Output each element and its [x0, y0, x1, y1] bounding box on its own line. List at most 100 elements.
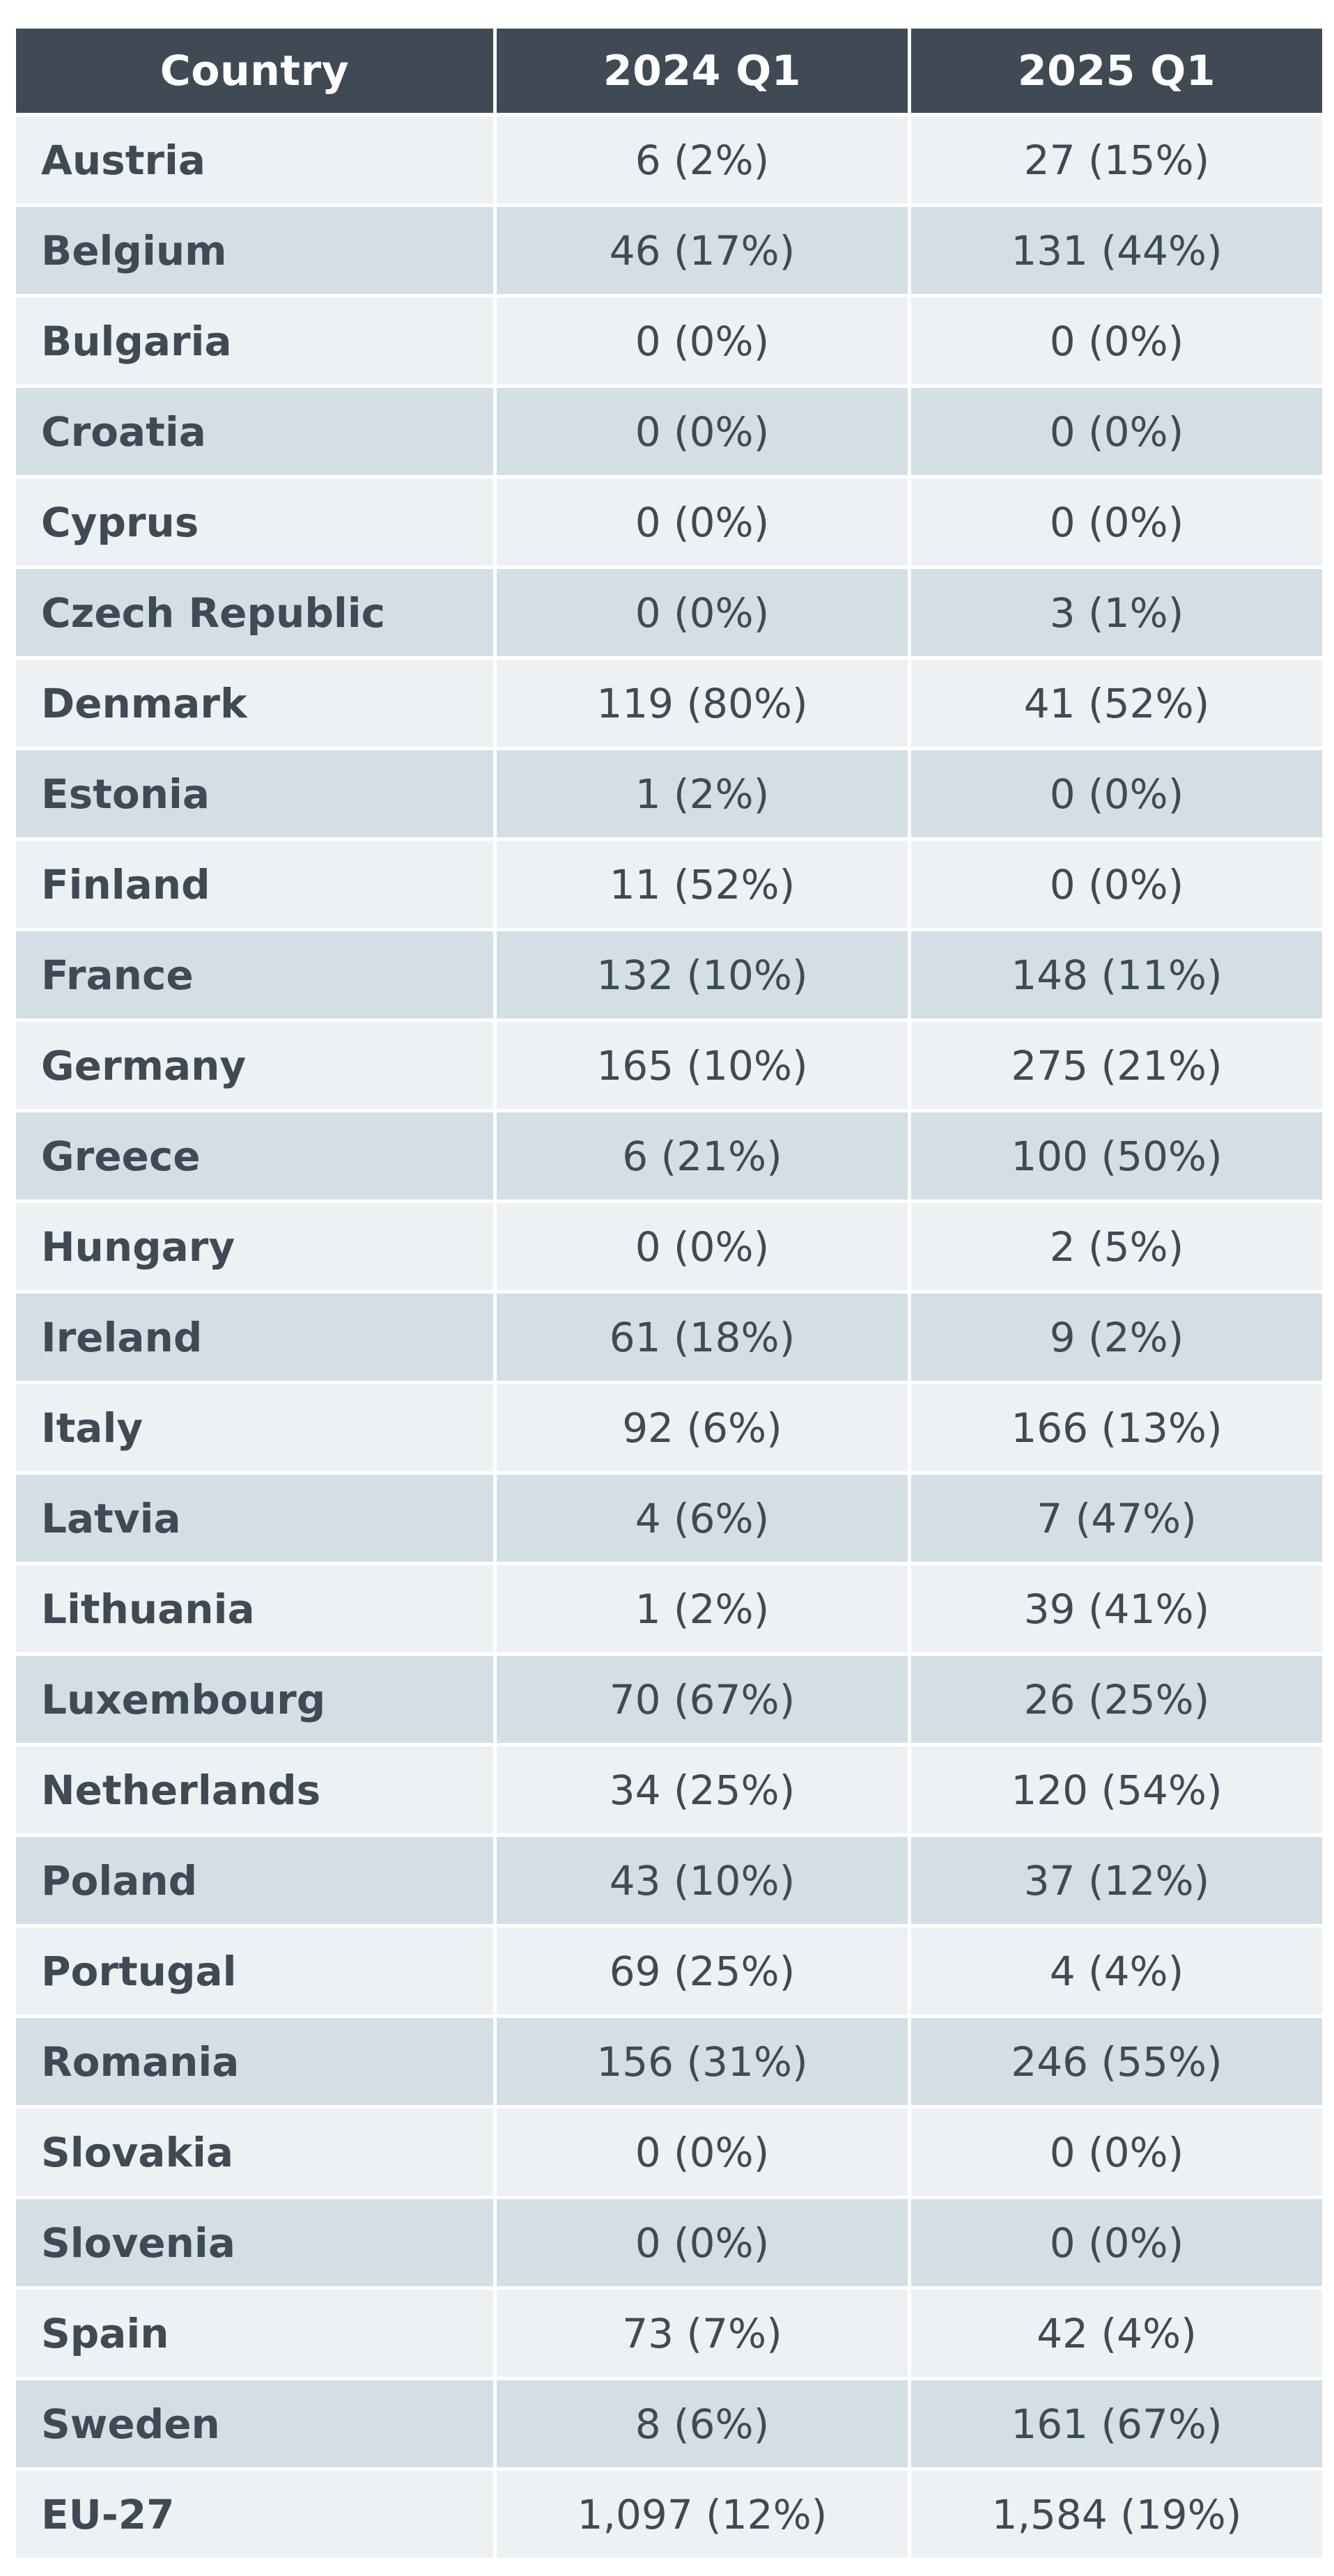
value-2024-q1-cell: 8 (6%) — [493, 2377, 911, 2471]
value-2024-q1-cell: 1,097 (12%) — [493, 2467, 911, 2561]
value-2024-q1-cell: 119 (80%) — [493, 656, 911, 750]
value-2025-q1-cell: 3 (1%) — [908, 566, 1326, 660]
table-row: Croatia 0 (0%) 0 (0%) — [13, 385, 1326, 479]
value-2025-q1-cell: 0 (0%) — [908, 2105, 1326, 2199]
value-2025-q1-cell: 148 (11%) — [908, 928, 1326, 1022]
table-row: Luxembourg 70 (67%) 26 (25%) — [13, 1652, 1326, 1746]
table-row: Ireland 61 (18%) 9 (2%) — [13, 1290, 1326, 1384]
value-2025-q1-cell: 7 (47%) — [908, 1471, 1326, 1565]
country-name-cell: France — [13, 928, 497, 1022]
value-2025-q1-cell: 166 (13%) — [908, 1381, 1326, 1475]
value-2024-q1-cell: 6 (21%) — [493, 1109, 911, 1203]
table-row: Slovenia 0 (0%) 0 (0%) — [13, 2196, 1326, 2290]
value-2024-q1-cell: 1 (2%) — [493, 747, 911, 841]
value-2024-q1-cell: 156 (31%) — [493, 2015, 911, 2109]
value-2024-q1-cell: 43 (10%) — [493, 1833, 911, 1927]
value-2024-q1-cell: 6 (2%) — [493, 113, 911, 207]
table-row: Hungary 0 (0%) 2 (5%) — [13, 1200, 1326, 1294]
value-2025-q1-cell: 100 (50%) — [908, 1109, 1326, 1203]
country-name-cell: Estonia — [13, 747, 497, 841]
country-name-cell: Belgium — [13, 203, 497, 297]
table-row: Lithuania 1 (2%) 39 (41%) — [13, 1562, 1326, 1656]
value-2024-q1-cell: 165 (10%) — [493, 1018, 911, 1112]
value-2025-q1-cell: 275 (21%) — [908, 1018, 1326, 1112]
value-2024-q1-cell: 1 (2%) — [493, 1562, 911, 1656]
column-header-2024-q1: 2024 Q1 — [493, 25, 911, 116]
value-2024-q1-cell: 34 (25%) — [493, 1743, 911, 1837]
value-2025-q1-cell: 161 (67%) — [908, 2377, 1326, 2471]
value-2024-q1-cell: 70 (67%) — [493, 1652, 911, 1746]
table-row: Germany 165 (10%) 275 (21%) — [13, 1018, 1326, 1112]
value-2025-q1-cell: 4 (4%) — [908, 1924, 1326, 2018]
value-2024-q1-cell: 0 (0%) — [493, 1200, 911, 1294]
value-2024-q1-cell: 4 (6%) — [493, 1471, 911, 1565]
value-2025-q1-cell: 246 (55%) — [908, 2015, 1326, 2109]
country-name-cell: Italy — [13, 1381, 497, 1475]
country-name-cell: Poland — [13, 1833, 497, 1927]
country-name-cell: Latvia — [13, 1471, 497, 1565]
value-2025-q1-cell: 39 (41%) — [908, 1562, 1326, 1656]
table-row: Austria 6 (2%) 27 (15%) — [13, 113, 1326, 207]
value-2025-q1-cell: 0 (0%) — [908, 837, 1326, 931]
table-row: Latvia 4 (6%) 7 (47%) — [13, 1471, 1326, 1565]
value-2024-q1-cell: 61 (18%) — [493, 1290, 911, 1384]
table-row: EU-27 1,097 (12%) 1,584 (19%) — [13, 2467, 1326, 2561]
data-table: Country 2024 Q1 2025 Q1 Austria 6 (2%) 27 … — [13, 25, 1326, 2561]
country-name-cell: Sweden — [13, 2377, 497, 2471]
value-2025-q1-cell: 1,584 (19%) — [908, 2467, 1326, 2561]
country-name-cell: Croatia — [13, 385, 497, 479]
value-2025-q1-cell: 0 (0%) — [908, 475, 1326, 569]
column-header-country: Country — [13, 25, 497, 116]
value-2024-q1-cell: 73 (7%) — [493, 2286, 911, 2380]
value-2024-q1-cell: 0 (0%) — [493, 294, 911, 388]
value-2025-q1-cell: 0 (0%) — [908, 747, 1326, 841]
value-2024-q1-cell: 69 (25%) — [493, 1924, 911, 2018]
value-2024-q1-cell: 92 (6%) — [493, 1381, 911, 1475]
value-2025-q1-cell: 0 (0%) — [908, 2196, 1326, 2290]
value-2025-q1-cell: 2 (5%) — [908, 1200, 1326, 1294]
data-table-container: Country 2024 Q1 2025 Q1 Austria 6 (2%) 27 … — [13, 25, 1326, 2561]
table-row: Cyprus 0 (0%) 0 (0%) — [13, 475, 1326, 569]
table-row: Italy 92 (6%) 166 (13%) — [13, 1381, 1326, 1475]
country-name-cell: Finland — [13, 837, 497, 931]
value-2024-q1-cell: 0 (0%) — [493, 566, 911, 660]
country-name-cell: Denmark — [13, 656, 497, 750]
table-row: Sweden 8 (6%) 161 (67%) — [13, 2377, 1326, 2471]
country-name-cell: EU-27 — [13, 2467, 497, 2561]
country-name-cell: Lithuania — [13, 1562, 497, 1656]
country-name-cell: Germany — [13, 1018, 497, 1112]
country-name-cell: Ireland — [13, 1290, 497, 1384]
table-row: Estonia 1 (2%) 0 (0%) — [13, 747, 1326, 841]
value-2025-q1-cell: 120 (54%) — [908, 1743, 1326, 1837]
value-2024-q1-cell: 0 (0%) — [493, 2196, 911, 2290]
country-name-cell: Austria — [13, 113, 497, 207]
value-2024-q1-cell: 0 (0%) — [493, 2105, 911, 2199]
value-2025-q1-cell: 27 (15%) — [908, 113, 1326, 207]
value-2025-q1-cell: 131 (44%) — [908, 203, 1326, 297]
table-row: Romania 156 (31%) 246 (55%) — [13, 2015, 1326, 2109]
table-row: Bulgaria 0 (0%) 0 (0%) — [13, 294, 1326, 388]
header-row: Country 2024 Q1 2025 Q1 — [13, 25, 1326, 116]
country-name-cell: Cyprus — [13, 475, 497, 569]
value-2024-q1-cell: 11 (52%) — [493, 837, 911, 931]
country-name-cell: Spain — [13, 2286, 497, 2380]
table-body: Austria 6 (2%) 27 (15%) Belgium 46 (17%) 131 … — [13, 113, 1326, 2561]
country-name-cell: Portugal — [13, 1924, 497, 2018]
country-name-cell: Czech Republic — [13, 566, 497, 660]
column-header-2025-q1: 2025 Q1 — [908, 25, 1326, 116]
value-2024-q1-cell: 0 (0%) — [493, 385, 911, 479]
value-2024-q1-cell: 0 (0%) — [493, 475, 911, 569]
table-row: Finland 11 (52%) 0 (0%) — [13, 837, 1326, 931]
table-row: Netherlands 34 (25%) 120 (54%) — [13, 1743, 1326, 1837]
country-name-cell: Hungary — [13, 1200, 497, 1294]
table-row: Slovakia 0 (0%) 0 (0%) — [13, 2105, 1326, 2199]
country-name-cell: Greece — [13, 1109, 497, 1203]
table-row: Belgium 46 (17%) 131 (44%) — [13, 203, 1326, 297]
table-row: Greece 6 (21%) 100 (50%) — [13, 1109, 1326, 1203]
value-2025-q1-cell: 41 (52%) — [908, 656, 1326, 750]
value-2025-q1-cell: 26 (25%) — [908, 1652, 1326, 1746]
country-name-cell: Netherlands — [13, 1743, 497, 1837]
country-name-cell: Bulgaria — [13, 294, 497, 388]
table-row: Denmark 119 (80%) 41 (52%) — [13, 656, 1326, 750]
table-row: Poland 43 (10%) 37 (12%) — [13, 1833, 1326, 1927]
